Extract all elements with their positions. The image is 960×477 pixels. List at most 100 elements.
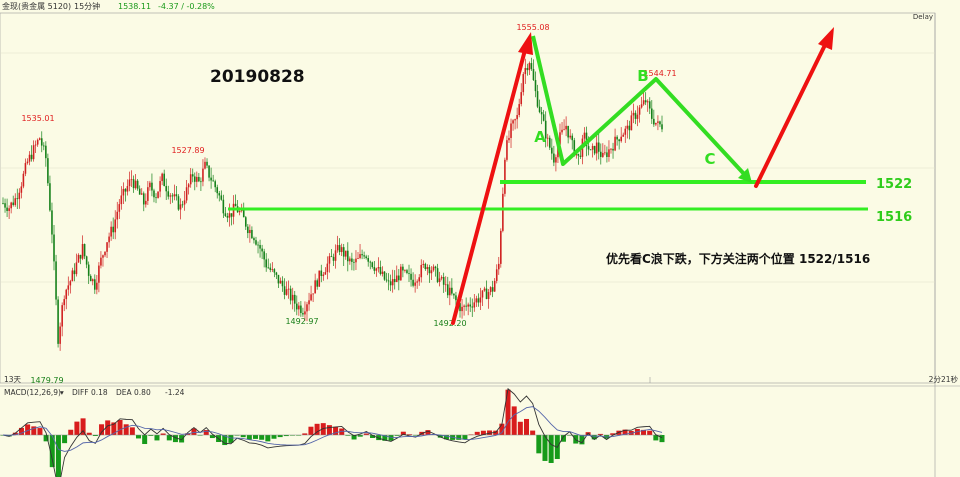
candle-body [314,280,316,294]
candle-body [659,121,661,125]
candle-body [571,135,574,141]
candle-body [20,186,23,193]
candle-body [589,149,592,151]
candle-body [181,204,184,206]
candle-body [381,271,384,274]
candle-body [606,152,608,157]
candle-body [312,293,314,295]
candle-body [322,274,325,276]
candle-body [128,179,131,187]
candle-body [94,279,96,290]
macd-bar [443,435,449,440]
macd-bar [302,433,308,435]
macd-bar [326,425,332,435]
macd-bar [228,435,234,443]
candle-body [491,287,494,292]
candle-body [249,229,251,234]
candle-body [47,158,49,184]
candle-body [467,304,469,307]
candle-body [544,120,547,139]
candle-body [261,248,263,252]
price-label-1492-97: 1492.97 [285,317,318,326]
candle-body [159,181,161,192]
period-label[interactable]: 15分钟 [74,2,101,11]
candle-body [83,244,86,257]
candle-body [408,273,410,274]
macd-bar [530,430,536,435]
up-arrow-1 [451,32,533,325]
candle-body [610,148,612,150]
candle-body [502,193,504,231]
candle-body [196,176,198,182]
candle-body [253,238,255,241]
macd-bar [480,430,486,435]
candle-body [353,261,355,263]
candle-body [120,195,123,205]
candle-body [461,306,463,312]
macd-bar [308,426,314,435]
candle-body [267,267,270,269]
macd-bar [296,435,302,436]
candle-body [212,180,214,182]
candle-body [96,282,98,290]
candle-body [420,264,423,278]
candle-body [2,203,4,204]
macd-bar [55,435,61,477]
candle-body [191,174,194,177]
candle-body [438,278,441,282]
candle-body [440,276,443,279]
candle-body [355,258,357,263]
candle-body [79,254,82,259]
candle-body [473,302,476,308]
candles [2,57,663,351]
macd-bar [105,420,111,435]
toolbar: 金现(贵金属 5120) 15分钟 1538.11 -4.37 / -0.28% [0,0,960,13]
candle-body [608,149,610,157]
macd-bar [160,433,166,435]
candle-body [418,277,421,282]
up-arrow-2 [754,27,834,188]
macd-bar [548,435,554,463]
candle-body [244,217,247,227]
candle-body [281,280,284,287]
macd-panel [0,387,665,477]
macd-dropdown-icon[interactable]: ▾ [60,388,64,397]
candle-body [493,280,496,292]
candle-body [155,197,157,199]
candle-body [347,250,349,262]
candle-body [332,256,335,261]
candle-body [293,294,296,304]
macd-bar [382,435,388,441]
candle-body [514,119,516,121]
price-label-1535: 1535.01 [21,114,54,123]
candle-body [193,176,196,182]
candle-body [43,145,45,147]
macd-bar [209,435,215,439]
candle-body [187,184,190,188]
candle-body [283,286,286,295]
candle-body [520,92,523,105]
symbol-label[interactable]: 金现(贵金属 5120) [2,2,72,11]
candle-body [646,101,649,103]
candle-body [500,230,502,264]
price-label-1492-20: 1492.20 [433,319,466,328]
candle-body [553,153,555,163]
candle-body [475,298,478,303]
candle-body [567,125,569,138]
macd-legend[interactable]: MACD(12,26,9) [4,388,61,397]
candle-body [104,251,106,256]
candle-body [77,254,80,263]
candle-body [112,226,114,233]
macd-bar [567,435,573,436]
candle-body [602,152,604,157]
candle-body [655,122,657,125]
candle-body [8,208,10,211]
candle-body [522,74,525,93]
candle-body [271,269,274,270]
candle-body [471,306,474,308]
macd-bar [351,435,357,440]
macd-bar [154,435,160,441]
macd-bar [560,435,566,442]
candle-body [569,135,571,138]
